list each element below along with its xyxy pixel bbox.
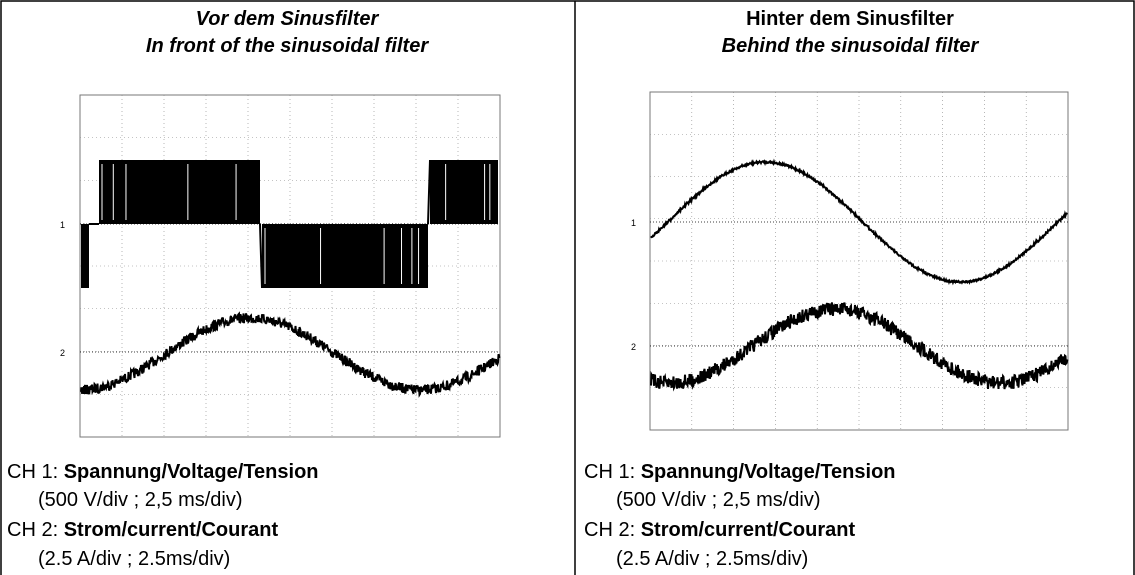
caption-prefix: CH 2: bbox=[7, 519, 58, 541]
caption: CH 2: Strom/current/Courant bbox=[7, 519, 278, 541]
caption-scale: (500 V/div ; 2,5 ms/div) bbox=[616, 489, 821, 511]
panel-subtitle: In front of the sinusoidal filter bbox=[146, 35, 429, 57]
caption-prefix: CH 2: bbox=[584, 519, 635, 541]
panel-subtitle: Behind the sinusoidal filter bbox=[722, 35, 980, 57]
caption: CH 1: Spannung/Voltage/Tension bbox=[7, 461, 319, 483]
caption-name: Spannung/Voltage/Tension bbox=[64, 461, 319, 483]
caption-prefix: CH 1: bbox=[7, 461, 58, 483]
pwm-block bbox=[81, 224, 89, 288]
pwm-block bbox=[262, 224, 428, 288]
channel-marker: 2 bbox=[60, 348, 65, 358]
caption-scale: (500 V/div ; 2,5 ms/div) bbox=[38, 489, 243, 511]
panel-title: Vor dem Sinusfilter bbox=[196, 8, 380, 30]
caption-scale: (2.5 A/div ; 2.5ms/div) bbox=[616, 548, 808, 570]
caption-scale: (2.5 A/div ; 2.5ms/div) bbox=[38, 548, 230, 570]
caption: CH 1: Spannung/Voltage/Tension bbox=[584, 461, 896, 483]
channel-marker: 1 bbox=[631, 218, 636, 228]
caption-name: Strom/current/Courant bbox=[64, 519, 279, 541]
panel-title: Hinter dem Sinusfilter bbox=[746, 8, 954, 30]
channel-marker: 1 bbox=[60, 220, 65, 230]
channel-marker: 2 bbox=[631, 342, 636, 352]
caption-prefix: CH 1: bbox=[584, 461, 635, 483]
caption-name: Spannung/Voltage/Tension bbox=[641, 461, 896, 483]
pwm-block bbox=[430, 160, 498, 224]
caption-name: Strom/current/Courant bbox=[641, 519, 856, 541]
figure: Vor dem Sinusfilter In front of the sinu… bbox=[0, 0, 1135, 575]
caption: CH 2: Strom/current/Courant bbox=[584, 519, 855, 541]
